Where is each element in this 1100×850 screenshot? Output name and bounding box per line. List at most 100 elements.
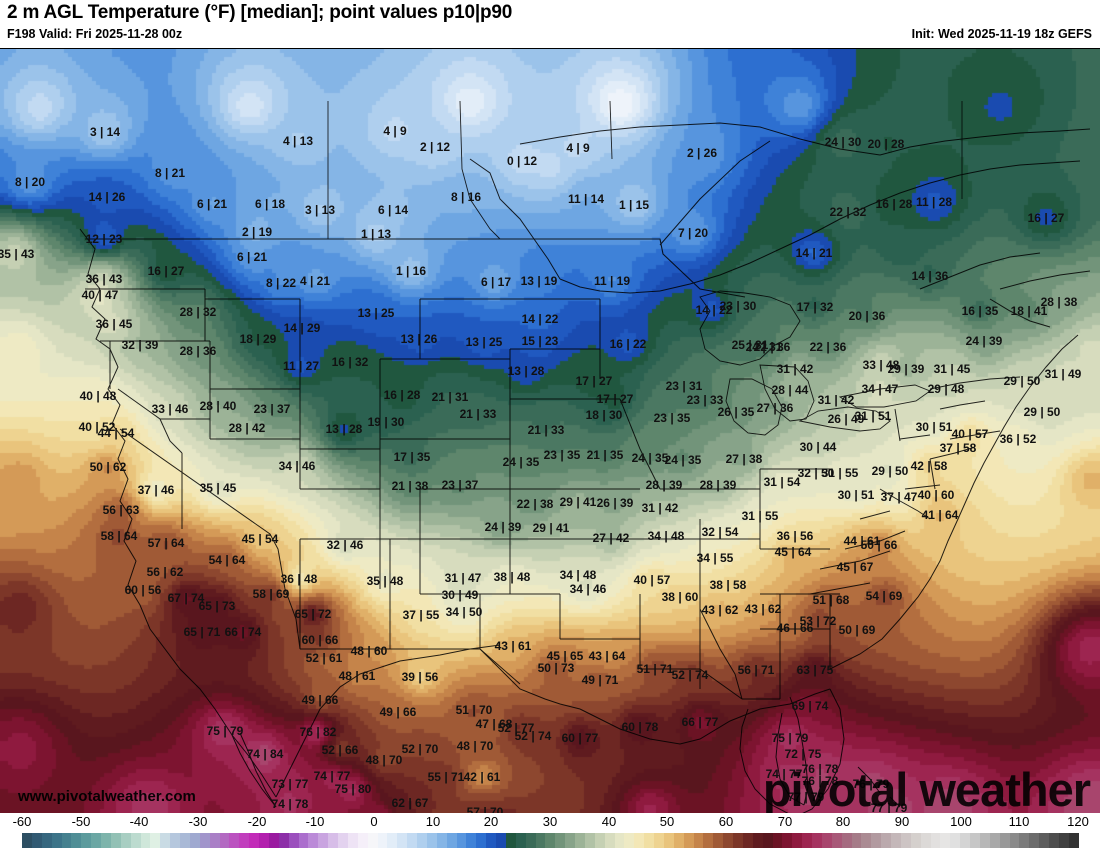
colorbar-segment <box>871 833 882 848</box>
point-value-label: 17 | 35 <box>393 450 431 464</box>
point-value-label: 27 | 38 <box>725 452 763 466</box>
colorbar-segment <box>713 833 724 848</box>
colorbar-segment <box>703 833 714 848</box>
point-value-label: 24 | 31 <box>745 340 783 354</box>
colorbar-segment <box>910 833 921 848</box>
point-value-label: 45 | 54 <box>241 532 279 546</box>
colorbar-segment <box>920 833 931 848</box>
point-value-label: 21 | 38 <box>391 479 429 493</box>
point-value-label: 23 | 30 <box>719 299 757 313</box>
point-value-label: 0 | 12 <box>506 154 538 168</box>
point-value-label: 37 | 46 <box>137 483 175 497</box>
colorbar-tick: 0 <box>370 814 378 829</box>
colorbar-tick: 40 <box>601 814 617 829</box>
point-value-label: 3 | 14 <box>89 125 121 139</box>
point-value-label: 65 | 71 <box>183 625 221 639</box>
point-value-label: 13 | 26 <box>400 332 438 346</box>
point-value-label: 43 | 62 <box>701 603 739 617</box>
point-value-label: 52 | 77 <box>497 721 535 735</box>
point-value-label: 57 | 64 <box>147 536 185 550</box>
point-value-label: 75 | 79 <box>206 724 244 738</box>
colorbar-segment <box>456 833 467 848</box>
point-value-label: 13 | 25 <box>357 306 395 320</box>
point-value-label: 26 | 35 <box>717 405 755 419</box>
colorbar-segment <box>525 833 536 848</box>
point-value-label: 57 | 70 <box>466 805 504 813</box>
point-value-label: 30 | 51 <box>915 420 953 434</box>
point-value-label: 37 | 47 <box>880 490 918 504</box>
point-value-label: 17 | 32 <box>796 300 834 314</box>
colorbar-segment <box>466 833 477 848</box>
point-value-label: 34 | 46 <box>569 582 607 596</box>
point-value-label: 52 | 61 <box>305 651 343 665</box>
colorbar-segment <box>733 833 743 848</box>
point-value-label: 29 | 41 <box>559 495 597 509</box>
geography-overlay <box>79 100 1091 813</box>
point-value-label: 45 | 64 <box>774 545 812 559</box>
point-value-label: 11 | 27 <box>282 359 320 373</box>
colorbar-segment <box>782 833 793 848</box>
point-value-label: 29 | 48 <box>927 382 965 396</box>
colorbar-segment <box>831 833 842 848</box>
colorbar-segment <box>644 833 654 848</box>
colorbar-segment <box>565 833 575 848</box>
point-value-label: 66 | 74 <box>224 625 262 639</box>
point-value-label: 52 | 74 <box>671 668 709 682</box>
point-value-label: 49 | 66 <box>379 705 417 719</box>
point-value-label: 31 | 55 <box>821 466 859 480</box>
colorbar-tick: 50 <box>659 814 675 829</box>
colorbar-segment <box>772 833 783 848</box>
point-value-label: 34 | 48 <box>559 568 597 582</box>
colorbar-segment <box>989 833 1000 848</box>
point-value-label: 31 | 51 <box>854 409 892 423</box>
point-value-label: 24 | 35 <box>502 455 540 469</box>
point-value-label: 16 | 22 <box>609 337 647 351</box>
point-value-label: 22 | 32 <box>829 205 867 219</box>
point-value-label: 28 | 39 <box>699 478 737 492</box>
point-value-label: 40 | 47 <box>81 288 119 302</box>
point-value-label: 51 | 70 <box>455 703 493 717</box>
colorbar-segment <box>170 833 180 848</box>
point-value-label: 17 | 27 <box>596 392 634 406</box>
colorbar-tick: 60 <box>718 814 734 829</box>
point-value-label: 28 | 42 <box>228 421 266 435</box>
point-value-label: 36 | 48 <box>280 572 318 586</box>
colorbar-segment <box>841 833 852 848</box>
colorbar-segment <box>387 833 398 848</box>
colorbar-tick: 80 <box>835 814 851 829</box>
point-value-label: 48 | 61 <box>338 669 376 683</box>
colorbar-segment <box>189 833 200 848</box>
colorbar-tick: 110 <box>1008 814 1030 829</box>
colorbar-segment <box>693 833 704 848</box>
point-value-label: 41 | 64 <box>921 508 959 522</box>
point-value-label: 35 | 43 <box>0 247 35 261</box>
map-header: 2 m AGL Temperature (°F) [median]; point… <box>0 0 1100 48</box>
colorbar-segment <box>970 833 980 848</box>
colorbar-segment <box>268 833 279 848</box>
point-value-label: 51 | 68 <box>812 593 850 607</box>
point-value-label: 18 | 30 <box>585 408 623 422</box>
colorbar-segment <box>1039 833 1049 848</box>
colorbar-tick: 10 <box>425 814 441 829</box>
point-value-label: 74 | 77 <box>765 767 803 781</box>
point-value-label: 76 | 78 <box>801 774 839 788</box>
temperature-map[interactable]: 3 | 14 4 | 13 4 | 9 2 | 12 0 | 12 4 | 9 2 | 26… <box>0 48 1100 813</box>
point-value-label: 2 | 12 <box>419 140 451 154</box>
point-value-label: 65 | 72 <box>294 607 332 621</box>
point-value-label: 37 | 58 <box>939 441 977 455</box>
point-value-label: 74 | 77 <box>313 769 351 783</box>
point-value-label: 56 | 62 <box>146 565 184 579</box>
point-value-label: 36 | 52 <box>999 432 1037 446</box>
point-value-label: 16 | 27 <box>1027 211 1065 225</box>
colorbar: -60 -50 -40 -30 -20 -10 0 10 20 30 40 50 60 70 80 90 100… <box>0 813 1100 850</box>
point-value-label: 25 | 31 <box>731 338 769 352</box>
point-value-label: 6 | 18 <box>254 197 286 211</box>
point-value-label: 34 | 47 <box>861 382 899 396</box>
point-value-label: 11 | 14 <box>567 192 605 206</box>
point-value-label: 74 | 84 <box>246 747 284 761</box>
point-value-label: 12 | 23 <box>85 232 123 246</box>
colorbar-tick: 20 <box>483 814 499 829</box>
colorbar-segment <box>288 833 299 848</box>
point-value-label: 26 | 49 <box>827 412 865 426</box>
colorbar-segment <box>673 833 684 848</box>
